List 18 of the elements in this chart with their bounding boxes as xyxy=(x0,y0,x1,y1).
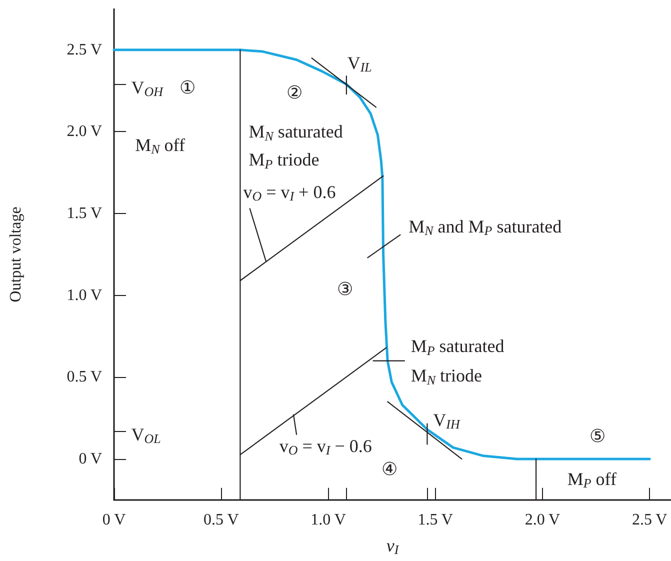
y-axis-title: Output voltage xyxy=(8,206,24,302)
x-tick-label: 2.0 V xyxy=(524,511,561,528)
x-tick-label: 0 V xyxy=(102,511,126,528)
x-tick-label: 1.5 V xyxy=(418,511,454,528)
y-tick-label: 2.0 V xyxy=(66,123,102,140)
x-tick-label: 2.5 V xyxy=(632,511,668,528)
annotation: ⑤ xyxy=(590,426,606,446)
y-tick-label: 1.5 V xyxy=(66,205,102,222)
y-tick-label: 0.5 V xyxy=(66,368,102,386)
annotation: ① xyxy=(180,78,196,98)
x-tick-label: 1.0 V xyxy=(310,511,346,528)
x-tick-label: 0.5 V xyxy=(203,511,240,528)
y-tick-label: 1.0 V xyxy=(66,286,102,304)
annotation: ③ xyxy=(336,278,353,299)
y-tick-label: 2.5 V xyxy=(66,41,102,58)
annotation: ④ xyxy=(381,458,398,479)
annotation: ② xyxy=(286,82,303,102)
y-tick-label: 0 V xyxy=(78,450,102,468)
